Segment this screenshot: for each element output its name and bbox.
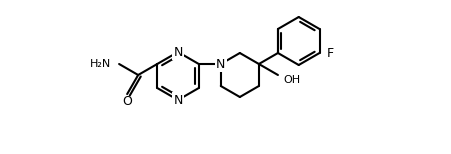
- Text: OH: OH: [282, 75, 299, 85]
- Text: N: N: [173, 93, 182, 107]
- Text: O: O: [122, 95, 132, 107]
- Text: H₂N: H₂N: [90, 59, 111, 69]
- Text: F: F: [326, 47, 333, 59]
- Text: N: N: [173, 45, 182, 59]
- Text: N: N: [216, 57, 225, 71]
